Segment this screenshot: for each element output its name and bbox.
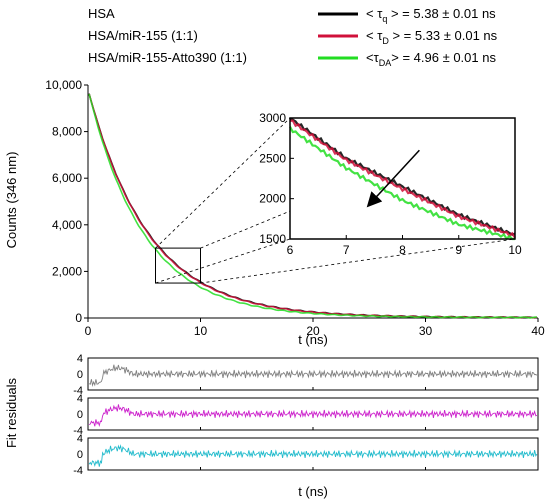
inset-x-tick-label: 7 [343,243,350,257]
main-y-tick-label: 0 [75,311,82,325]
residual-y-tick-label: 4 [77,433,83,445]
inset-x-tick-label: 9 [455,243,462,257]
residual-y-tick-label: 4 [77,353,83,365]
inset-series [289,118,516,241]
inset-x-tick-label: 10 [508,243,522,257]
residual-panel-frame [87,357,539,391]
inset-x-tick-label: 6 [287,243,294,257]
main-plot: 0 10 20 30 40 0 2,000 4,000 6,000 8,000 10,000 t (… [4,78,545,347]
inset-series-line-2 [289,126,515,241]
main-y-tick-label: 4,000 [52,218,82,232]
main-y-tick-label: 8,000 [52,125,82,139]
inset-series-line-1 [289,119,516,239]
inset-plot: 6 7 8 9 10 1500 2000 2500 3000 [259,111,522,257]
main-ticks: 0 10 20 30 40 0 2,000 4,000 6,000 8,000 10,000 [45,78,545,338]
legend-label-hsa-mir155-atto390: HSA/miR-155-Atto390 (1:1) [88,50,247,65]
residual-panel-1: 4 0 -4 [73,393,539,437]
main-series-line-2 [88,93,537,319]
residual-trace [88,444,538,468]
legend: HSA HSA/miR-155 (1:1) HSA/miR-155-Atto39… [88,6,498,68]
inset-y-tick-label: 2000 [259,192,286,206]
inset-y-tick-label: 3000 [259,111,286,125]
residual-y-tick-label: 0 [77,409,83,421]
residuals-x-axis-label: t (ns) [298,484,328,499]
inset-y-tick-label: 2500 [259,151,286,165]
residual-panels: Fit residuals 40-440-440-4 t (ns) [4,353,539,499]
main-x-tick-label: 30 [419,324,433,338]
main-x-axis-label: t (ns) [298,332,328,347]
inset-frame-bg [290,118,515,239]
residual-y-tick-label: 4 [77,393,83,405]
residual-panel-0: 4 0 -4 [73,353,539,397]
main-y-tick-label: 10,000 [45,78,82,92]
zoom-box [155,247,201,284]
residual-panel-frame [87,437,539,471]
zoom-guide-line [155,117,291,249]
residual-panel-group: 40-440-440-4 [73,353,539,477]
residual-panel-2: 4 0 -4 [73,433,539,477]
main-x-tick-label: 0 [85,324,92,338]
legend-tau-hsa-mir155-atto390: <τDA> = 4.96 ± 0.01 ns [366,50,496,68]
residual-trace [88,404,538,427]
main-series [88,93,538,319]
main-x-tick-label: 40 [531,324,545,338]
main-y-axis-label: Counts (346 nm) [4,152,19,249]
inset-arrow [366,149,420,208]
main-y-tick-label: 6,000 [52,171,82,185]
residual-y-tick-label: 0 [77,369,83,381]
main-x-tick-label: 10 [194,324,208,338]
inset-ticks: 6 7 8 9 10 1500 2000 2500 3000 [259,111,522,257]
residuals-y-axis-label: Fit residuals [4,377,19,448]
residual-y-tick-label: -4 [73,465,83,477]
main-x-tick-label: 20 [306,324,320,338]
residual-trace [88,364,538,387]
residual-y-tick-label: -4 [73,425,83,437]
legend-tau-hsa-mir155: < τD > = 5.33 ± 0.01 ns [366,28,498,46]
zoom-guide-line [200,238,516,284]
legend-tau-hsa: < τq > = 5.38 ± 0.01 ns [366,6,496,24]
main-y-tick-label: 2,000 [52,264,82,278]
inset-x-tick-label: 8 [399,243,406,257]
residual-y-tick-label: 0 [77,449,83,461]
inset-y-tick-label: 1500 [259,232,286,246]
legend-label-hsa-mir155: HSA/miR-155 (1:1) [88,28,198,43]
legend-label-hsa: HSA [88,6,115,21]
residual-y-tick-label: -4 [73,385,83,397]
